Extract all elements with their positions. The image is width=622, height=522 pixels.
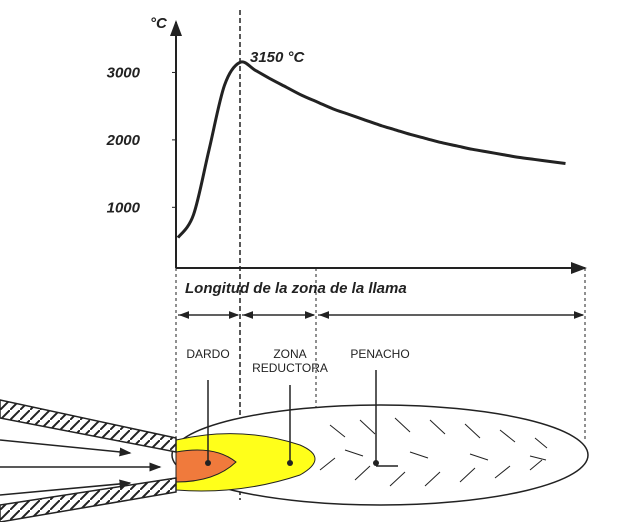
- y-label: °C: [150, 15, 168, 32]
- y-tick-label: 3000: [107, 64, 141, 81]
- temperature-curve: [178, 62, 566, 238]
- zone-label: PENACHO: [350, 347, 409, 361]
- zone-label: DARDO: [186, 347, 229, 361]
- peak-label: 3150 °C: [250, 49, 306, 66]
- zone-label: ZONA: [273, 347, 306, 361]
- x-label: Longitud de la zona de la llama: [185, 280, 407, 297]
- y-tick-label: 2000: [106, 132, 141, 149]
- nozzle: [0, 400, 176, 522]
- y-tick-label: 1000: [107, 199, 141, 216]
- zone-label: REDUCTORA: [252, 361, 328, 375]
- diagram: °C Longitud de la zona de la llama 3150 …: [0, 0, 622, 522]
- flame: [172, 370, 588, 505]
